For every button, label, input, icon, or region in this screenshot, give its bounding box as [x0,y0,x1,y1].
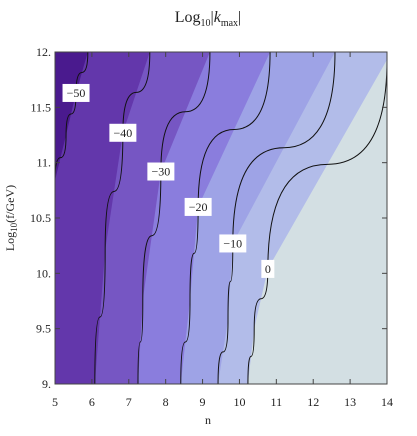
contour-label: −40 [109,123,137,142]
y-tick-label: 10.5 [30,211,51,225]
contour-label-text: 0 [265,262,271,276]
x-tick-label: 9 [200,395,206,409]
contour-line [94,51,151,385]
contour-label-box [62,83,90,102]
title-part: 10 [201,18,211,29]
x-tick-label: 14 [381,395,393,409]
y-tick-label: 9.5 [36,322,51,336]
title-part: k [214,9,222,26]
y-tick-label: 11. [36,156,51,170]
contour-label: 0 [261,259,275,278]
x-tick-label: 11 [271,395,283,409]
x-tick-label: 8 [163,395,169,409]
x-tick-label: 12 [307,395,319,409]
chart-title: Log10|kmax| [175,9,242,29]
y-tick-label: 10. [36,266,51,280]
contour-label: −10 [219,234,247,253]
y-tick-label: 9. [42,377,51,391]
contour-label-text: −20 [189,200,208,214]
contour-line [217,51,336,385]
contour-label-text: −50 [67,86,86,100]
x-tick-label: 10 [233,395,245,409]
x-tick-label: 13 [344,395,356,409]
contour-label-box [147,162,175,181]
contour-label-box [109,123,137,142]
contour-region [247,52,387,384]
x-tick-label: 6 [89,395,95,409]
title-part: | [211,9,214,26]
x-tick-label: 7 [126,395,132,409]
contour-label: −50 [62,83,90,102]
contour-label-text: −10 [223,236,242,250]
contour-label-text: −40 [113,126,132,140]
title-part: max [221,18,238,29]
contour-label-box [184,197,212,216]
title-part: | [238,9,241,26]
y-tick-label: 12. [36,45,51,59]
x-axis-label: n [205,413,211,427]
contour-line [54,51,89,181]
title-part: Log [175,9,201,26]
contour-line [247,59,388,385]
contour-label: −20 [184,197,212,216]
y-tick-label: 11.5 [30,100,51,114]
contour-label-box [261,259,275,278]
y-label-part: (f/GeV) [3,185,17,223]
contour-line [137,51,211,385]
contour-label-box [219,234,247,253]
contour-label: −30 [147,162,175,181]
y-label-part: 10 [9,222,19,232]
contour-label-text: −30 [151,165,170,179]
contour-line [180,51,271,385]
y-label-part: Log [3,232,17,251]
y-axis-label: Log10(f/GeV) [3,185,19,251]
x-tick-label: 5 [52,395,58,409]
